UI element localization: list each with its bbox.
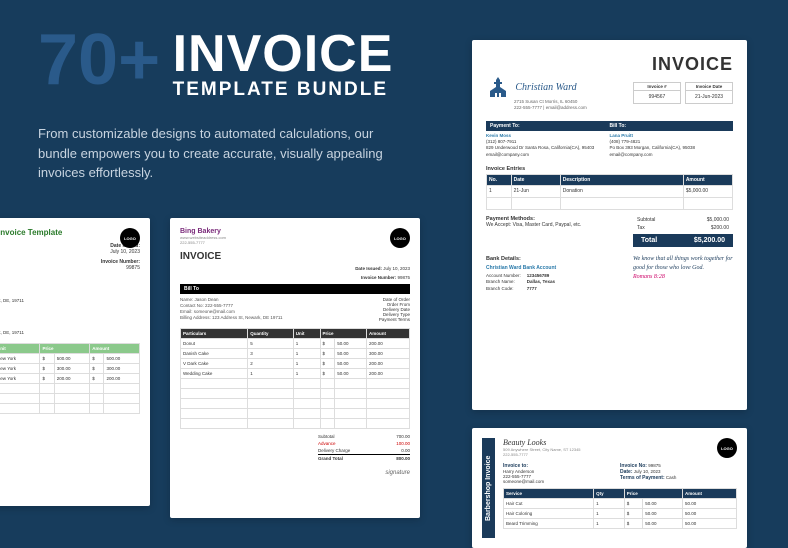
template-commercial-invoice: Commercial Invoice Template LOGO Date Is… (0, 218, 150, 506)
c3-total: Total$5,200.00 (633, 234, 733, 247)
logo-icon: LOGO (390, 228, 410, 248)
logo-icon: LOGO (717, 438, 737, 458)
hero-subtitle: TEMPLATE BUNDLE (173, 79, 394, 101)
template-barbershop-invoice: Barbershop Invoice LOGO Beauty Looks 509… (472, 428, 747, 548)
c1-meta: Date Issued:July 10, 2023 Invoice Number… (0, 243, 140, 271)
c1-table: QuantityUnitPriceAmount 5New York$500.00… (0, 343, 140, 414)
c4-table: ServiceQtyPriceAmount Hair Cut1$50.0050.… (503, 488, 737, 529)
hero-number: 70+ (38, 28, 160, 93)
hero-description: From customizable designs to automated c… (38, 124, 408, 183)
c2-billto-header: Bill To (180, 284, 410, 294)
c3-info-boxes: Invoice #994567 Invoice Date21-Jun-2023 (633, 82, 733, 104)
c3-invoice-title: INVOICE (486, 54, 733, 75)
c4-side-title: Barbershop Invoice (482, 438, 495, 538)
c3-name: Christian Ward (515, 82, 576, 93)
template-donation-invoice: INVOICE Christian Ward 2715 Susan Ct Mor… (472, 40, 747, 410)
hero-title: INVOICE (173, 30, 394, 79)
template-bakery-invoice: Bing Bakery www.websiteaddress.com222-55… (170, 218, 420, 518)
signature: signature (180, 470, 410, 476)
c1-title: Commercial Invoice Template (0, 228, 140, 237)
c2-invoice-title: INVOICE (180, 251, 410, 262)
c3-table: No.DateDescriptionAmount 121-JunDonation… (486, 174, 733, 210)
c2-brand: Bing Bakery (180, 228, 410, 235)
c2-table: ParticularsQuantityUnitPriceAmount Donut… (180, 328, 410, 429)
c4-brand: Beauty Looks (503, 438, 737, 447)
logo-icon: LOGO (120, 228, 140, 248)
church-icon (486, 75, 510, 99)
hero: 70+ INVOICE TEMPLATE BUNDLE (38, 28, 393, 101)
